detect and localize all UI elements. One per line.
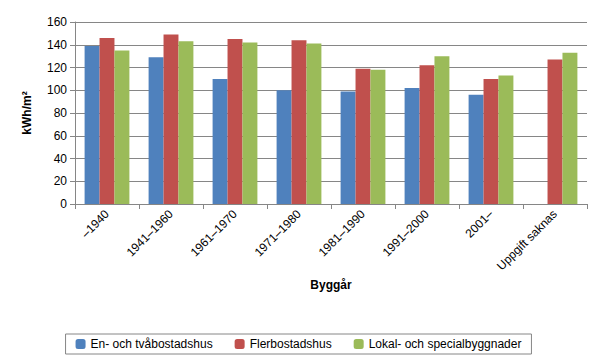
svg-text:0: 0: [60, 197, 67, 211]
svg-text:160: 160: [47, 15, 67, 29]
svg-text:Byggår: Byggår: [310, 278, 352, 292]
svg-text:Uppgift saknas: Uppgift saknas: [494, 207, 560, 273]
svg-text:1941–1960: 1941–1960: [124, 207, 177, 260]
svg-text:20: 20: [54, 174, 68, 188]
svg-text:1971–1980: 1971–1980: [252, 207, 305, 260]
svg-text:Lokal- och specialbyggnader: Lokal- och specialbyggnader: [369, 337, 522, 351]
svg-text:100: 100: [47, 83, 67, 97]
svg-text:40: 40: [54, 152, 68, 166]
svg-text:80: 80: [54, 106, 68, 120]
svg-text:1981–1990: 1981–1990: [316, 207, 369, 260]
svg-text:1961–1970: 1961–1970: [188, 207, 241, 260]
svg-text:Flerbostadshus: Flerbostadshus: [250, 337, 332, 351]
svg-text:60: 60: [54, 129, 68, 143]
svg-text:1991–2000: 1991–2000: [380, 207, 433, 260]
svg-text:120: 120: [47, 61, 67, 75]
svg-text:kWh/m²: kWh/m²: [20, 91, 34, 134]
svg-text:–1940: –1940: [78, 207, 112, 241]
svg-text:2001–: 2001–: [462, 207, 496, 241]
svg-text:En- och tvåbostadshus: En- och tvåbostadshus: [91, 337, 213, 351]
svg-text:140: 140: [47, 38, 67, 52]
